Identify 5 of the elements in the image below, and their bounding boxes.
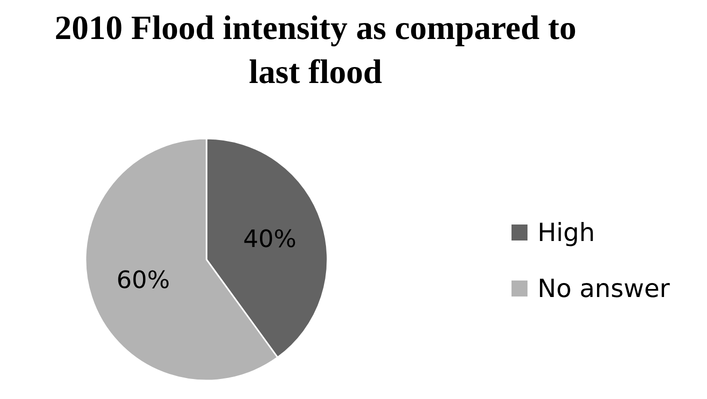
legend-label: No answer — [538, 274, 670, 303]
data-label: 40% — [243, 224, 296, 253]
legend-label: High — [538, 218, 595, 247]
data-label: 60% — [116, 266, 170, 294]
chart-title: 2010 Flood intensity as compared to last flood — [54, 10, 576, 91]
